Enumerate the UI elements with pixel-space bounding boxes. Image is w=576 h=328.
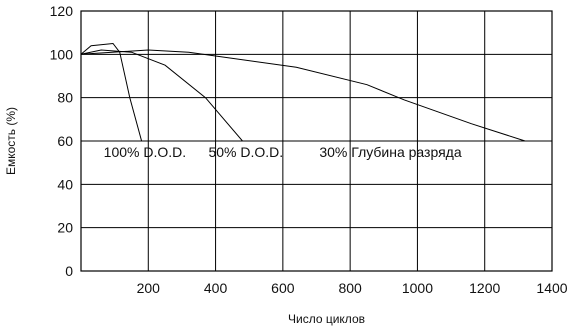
y-tick-label-60: 60 [57, 133, 73, 149]
x-tick-label-1200: 1200 [469, 280, 500, 296]
plot-frame [80, 10, 553, 272]
x-tick-label-1400: 1400 [536, 280, 567, 296]
series-annotation-3: 30% Глубина разряда [319, 144, 461, 160]
x-tick-label-600: 600 [271, 280, 295, 296]
series-annotation-1: 100% D.O.D. [104, 144, 186, 160]
series-line-3 [80, 49, 526, 142]
x-tick-label-400: 400 [204, 280, 228, 296]
series-layer [80, 42, 526, 142]
series-line-2 [80, 49, 277, 142]
y-tick-label-20: 20 [57, 220, 73, 236]
y-tick-label-40: 40 [57, 176, 73, 192]
y-tick-labels: 0 20 40 60 80 100 120 [50, 3, 74, 279]
x-tick-label-800: 800 [338, 280, 362, 296]
y-tick-label-80: 80 [57, 90, 73, 106]
annotation-labels: 100% D.O.D. 50% D.O.D. 30% Глубина разряда [104, 144, 462, 160]
grid-layer [81, 11, 552, 271]
y-tick-label-120: 120 [50, 3, 74, 19]
x-tick-label-200: 200 [137, 280, 161, 296]
y-tick-label-0: 0 [65, 263, 73, 279]
x-axis-title: Число циклов [288, 312, 365, 326]
y-axis-title: Емкость (%) [4, 107, 18, 175]
y-tick-label-100: 100 [50, 46, 74, 62]
x-tick-label-1000: 1000 [402, 280, 433, 296]
plot-border [80, 10, 553, 272]
series-line-1 [80, 42, 162, 142]
series-annotation-2: 50% D.O.D. [208, 144, 283, 160]
x-tick-labels: 200 400 600 800 1000 1200 1400 [137, 280, 568, 296]
